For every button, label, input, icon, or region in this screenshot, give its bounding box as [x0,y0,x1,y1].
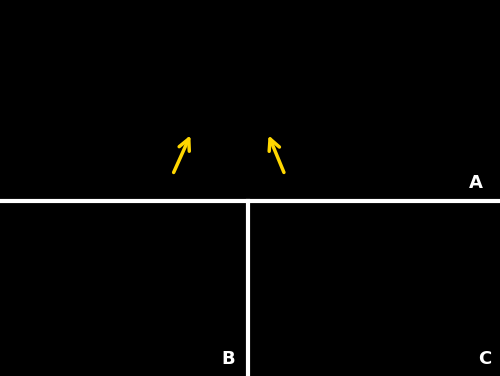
Text: A: A [468,174,482,192]
Text: B: B [222,350,235,368]
Text: C: C [478,350,491,368]
